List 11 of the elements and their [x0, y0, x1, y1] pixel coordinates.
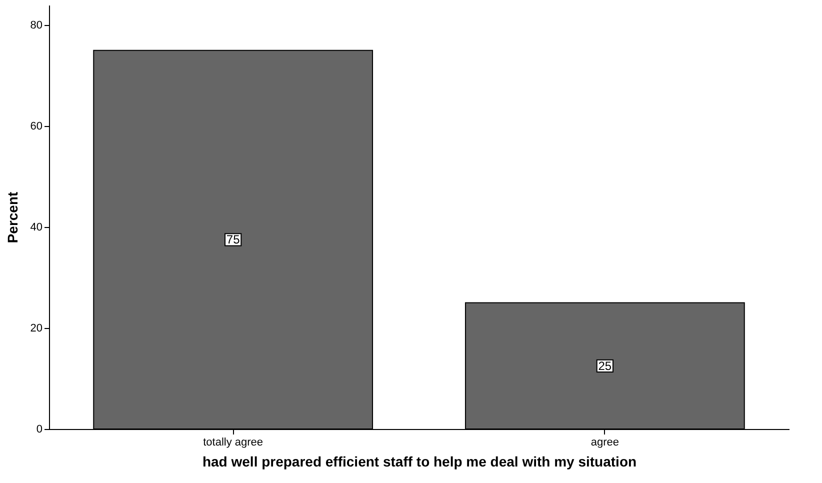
data-label: 25: [598, 358, 612, 373]
y-tick-label: 60: [30, 120, 42, 133]
y-tick-label: 0: [36, 424, 42, 436]
y-axis-title: Percent: [4, 191, 20, 244]
data-label: 75: [226, 232, 240, 247]
y-tick-label: 80: [30, 20, 42, 32]
y-tick-label: 20: [30, 322, 42, 335]
x-tick-label: agree: [590, 436, 619, 448]
x-axis-title: had well prepared efficient staff to help me deal with my situation: [202, 454, 637, 470]
x-tick-label: totally agree: [203, 436, 264, 448]
y-tick-label: 40: [30, 222, 42, 234]
